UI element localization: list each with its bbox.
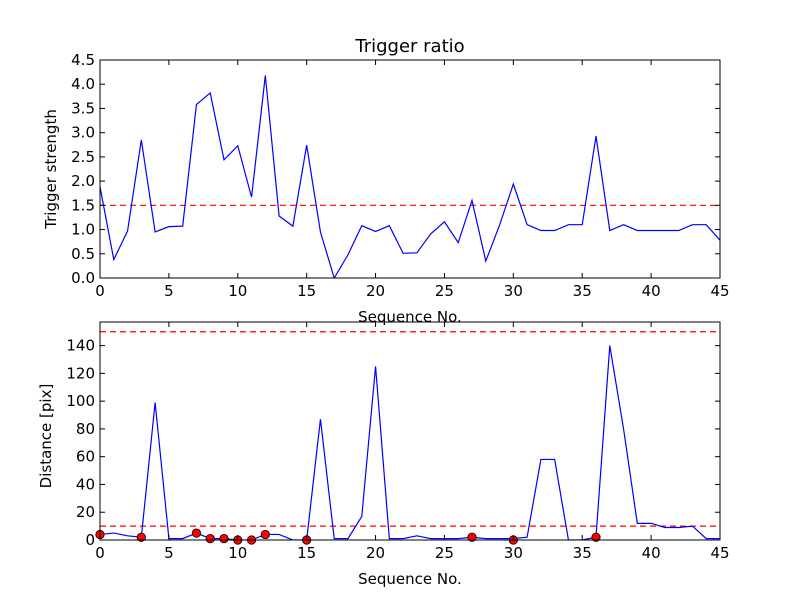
- y-tick-label: 4.5: [71, 51, 95, 69]
- data-point-marker: [591, 532, 601, 542]
- y-tick-label: 2.0: [71, 172, 95, 190]
- y-tick-label: 120: [66, 364, 95, 382]
- y-tick-label: 80: [76, 420, 95, 438]
- x-axis-label: Sequence No.: [358, 308, 462, 326]
- x-tick-label: 10: [228, 282, 247, 300]
- data-point-marker: [467, 532, 477, 542]
- x-tick-label: 45: [710, 544, 729, 562]
- y-tick-label: 3.5: [71, 99, 95, 117]
- data-point-marker: [205, 534, 215, 544]
- x-tick-label: 35: [573, 282, 592, 300]
- trigger-ratio-panel: Trigger ratio Sequence No. Trigger stren…: [42, 36, 730, 326]
- x-tick-label: 40: [642, 282, 661, 300]
- axes-frame: [99, 59, 721, 279]
- y-tick-label: 1.5: [71, 196, 95, 214]
- x-axis-label: Sequence No.: [358, 570, 462, 588]
- x-tick-label: 5: [164, 544, 174, 562]
- y-tick-label: 100: [66, 392, 95, 410]
- y-tick-label: 20: [76, 503, 95, 521]
- x-tick-label: 10: [228, 544, 247, 562]
- x-tick-label: 20: [366, 282, 385, 300]
- x-tick-label: 15: [297, 544, 316, 562]
- y-axis-label: Distance [pix]: [37, 384, 55, 489]
- x-tick-label: 30: [504, 282, 523, 300]
- x-tick-label: 40: [642, 544, 661, 562]
- data-point-marker: [219, 534, 229, 544]
- y-tick-label: 3.0: [71, 124, 95, 142]
- x-tick-label: 0: [95, 282, 105, 300]
- y-tick-label: 140: [66, 337, 95, 355]
- y-tick-label: 2.5: [71, 148, 95, 166]
- y-tick-label: 60: [76, 448, 95, 466]
- y-tick-label: 0.5: [71, 245, 95, 263]
- x-tick-label: 5: [164, 282, 174, 300]
- series-line: [100, 75, 720, 278]
- y-tick-label: 1.0: [71, 221, 95, 239]
- data-point-marker: [191, 528, 202, 538]
- y-axis-label: Trigger strength: [42, 109, 60, 230]
- data-point-marker: [260, 529, 270, 540]
- data-point-marker: [136, 532, 146, 542]
- x-tick-label: 25: [435, 282, 454, 300]
- chart-title: Trigger ratio: [354, 36, 464, 57]
- x-tick-label: 0: [95, 544, 105, 562]
- x-tick-label: 15: [297, 282, 316, 300]
- x-tick-label: 45: [710, 282, 729, 300]
- x-tick-label: 30: [504, 544, 523, 562]
- series-line: [100, 345, 720, 540]
- x-tick-label: 25: [435, 544, 454, 562]
- axes-frame: [99, 321, 721, 541]
- distance-panel: Sequence No. Distance [pix] 0 5 10 15 20 25 30…: [37, 321, 730, 588]
- y-tick-label: 0.0: [71, 269, 95, 287]
- y-tick-label: 40: [76, 475, 95, 493]
- x-tick-label: 35: [573, 544, 592, 562]
- x-tick-label: 20: [366, 544, 385, 562]
- y-tick-label: 0: [85, 531, 95, 549]
- y-tick-label: 4.0: [71, 75, 95, 93]
